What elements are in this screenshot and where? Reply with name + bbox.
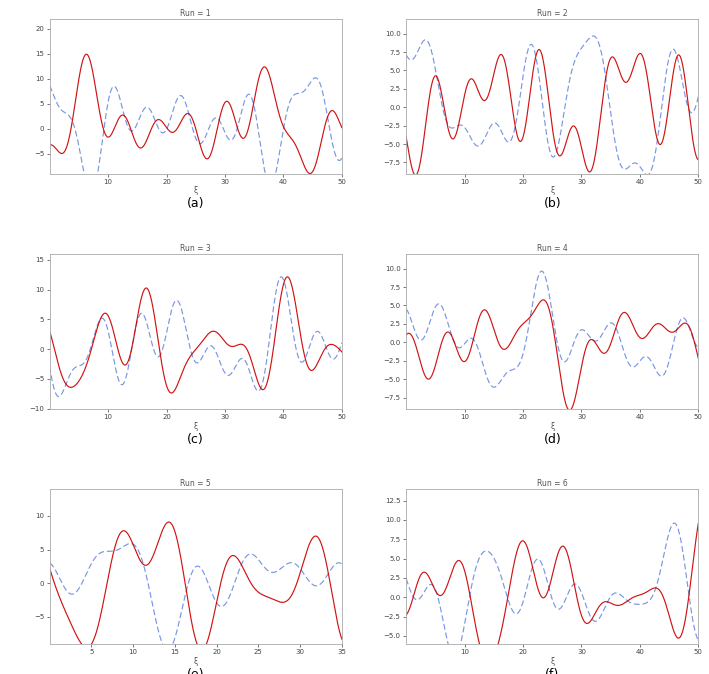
X-axis label: ξ: ξ [550,187,554,195]
Text: (d): (d) [543,433,561,446]
Text: (a): (a) [187,197,204,210]
X-axis label: ξ: ξ [194,187,198,195]
X-axis label: ξ: ξ [194,656,198,666]
X-axis label: ξ: ξ [194,421,198,431]
Title: Run = 6: Run = 6 [537,479,568,488]
Title: Run = 5: Run = 5 [180,479,211,488]
Text: (e): (e) [187,668,204,674]
Text: (b): (b) [543,197,561,210]
Text: (f): (f) [545,668,559,674]
Title: Run = 3: Run = 3 [180,244,211,253]
Title: Run = 4: Run = 4 [537,244,568,253]
X-axis label: ξ: ξ [550,421,554,431]
Text: (c): (c) [187,433,204,446]
Title: Run = 2: Run = 2 [537,9,568,18]
Title: Run = 1: Run = 1 [180,9,211,18]
X-axis label: ξ: ξ [550,656,554,666]
